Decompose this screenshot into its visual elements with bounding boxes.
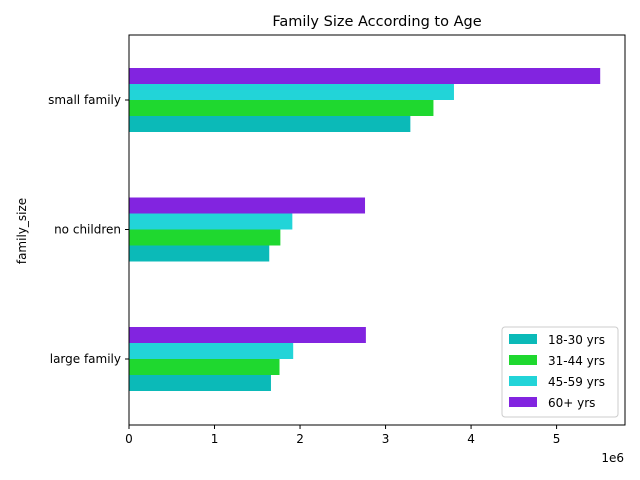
legend-swatch: [509, 376, 537, 386]
legend-label: 31-44 yrs: [548, 354, 605, 368]
plot-frame: [128, 34, 626, 426]
legend-label: 18-30 yrs: [548, 333, 605, 347]
chart-title: Family Size According to Age: [272, 14, 481, 30]
bars-group: [129, 68, 601, 391]
x-tick-label: 5: [553, 432, 561, 446]
legend-swatch: [509, 355, 537, 365]
bar-45-59-yrs-no-children: [129, 213, 293, 230]
bar-18-30-yrs-large-family: [129, 375, 271, 391]
legend-swatch: [509, 397, 537, 407]
bar-60-yrs-no-children: [129, 197, 366, 214]
bar-60-yrs-large-family: [129, 327, 366, 343]
x-tick-label: 3: [382, 432, 390, 446]
x-offset-label: 1e6: [601, 451, 624, 465]
bar-31-44-yrs-large-family: [129, 359, 280, 375]
y-tick-label: small family: [48, 93, 121, 107]
bar-45-59-yrs-small-family: [129, 84, 454, 100]
x-tick-label: 0: [125, 432, 133, 446]
x-tick-label: 2: [296, 432, 304, 446]
legend-label: 45-59 yrs: [548, 375, 605, 389]
ticks-group: large family no children small family 0 1 2 3 4…: [48, 93, 560, 446]
legend-swatch: [509, 334, 537, 344]
bar-31-44-yrs-no-children: [129, 229, 281, 246]
bar-31-44-yrs-small-family: [129, 100, 434, 116]
bar-60-yrs-small-family: [129, 68, 601, 84]
legend-label: 60+ yrs: [548, 396, 595, 410]
legend-box: [501, 326, 619, 418]
y-tick-label: large family: [50, 352, 121, 366]
legend: 18-30 yrs 31-44 yrs 45-59 yrs 60+ yrs: [501, 326, 619, 418]
bar-18-30-yrs-no-children: [129, 245, 270, 262]
x-tick-label: 1: [211, 432, 219, 446]
x-tick-label: 4: [467, 432, 475, 446]
bar-45-59-yrs-large-family: [129, 343, 294, 359]
y-axis-label: family_size: [15, 198, 29, 264]
bar-18-30-yrs-small-family: [129, 116, 411, 132]
y-tick-label: no children: [54, 223, 121, 237]
